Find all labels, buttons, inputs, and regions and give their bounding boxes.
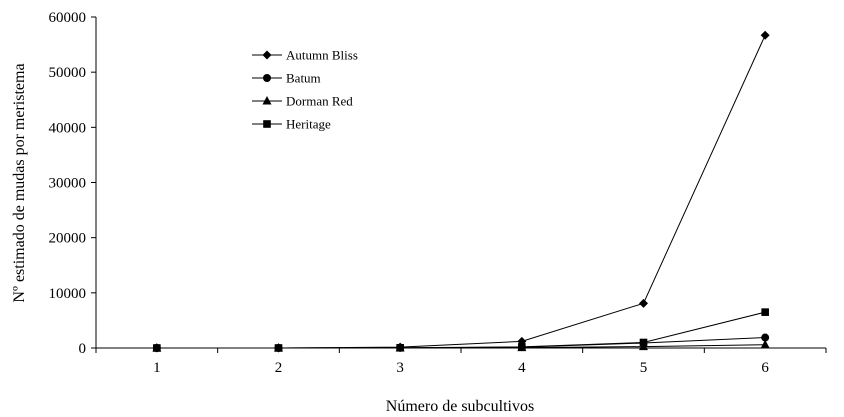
y-tick-label: 50000 xyxy=(49,65,87,81)
x-tick-label: 2 xyxy=(275,360,283,376)
y-tick-label: 10000 xyxy=(49,286,87,302)
y-tick-label: 0 xyxy=(79,341,87,357)
data-point-autumn-bliss xyxy=(760,30,770,40)
legend-item-heritage: Heritage xyxy=(252,117,331,132)
legend-label: Autumn Bliss xyxy=(286,48,358,63)
legend-label: Dorman Red xyxy=(286,94,353,109)
series-line-autumn-bliss xyxy=(156,34,766,349)
legend-item-autumn-bliss: Autumn Bliss xyxy=(252,48,358,63)
x-tick-label: 4 xyxy=(518,360,526,376)
y-tick-label: 40000 xyxy=(49,120,87,136)
x-axis-ticks: 1 2 3 4 5 6 xyxy=(95,348,827,376)
series-autumn-bliss xyxy=(152,30,770,353)
legend: Autumn Bliss Batum Dorman Red Heritage xyxy=(252,48,358,132)
data-point-batum xyxy=(761,333,770,342)
data-point-heritage xyxy=(274,344,283,352)
legend-marker-heritage xyxy=(263,120,271,128)
legend-item-dorman-red: Dorman Red xyxy=(252,94,353,109)
legend-marker-batum xyxy=(263,74,271,82)
data-point-autumn-bliss xyxy=(639,298,648,308)
x-axis-label: Número de subcultivos xyxy=(386,398,534,415)
series-line-heritage xyxy=(156,311,766,349)
x-tick-label: 1 xyxy=(153,360,161,376)
x-tick-label: 6 xyxy=(761,360,769,376)
legend-label: Heritage xyxy=(286,117,331,132)
y-tick-label: 60000 xyxy=(49,10,87,26)
data-point-heritage xyxy=(518,343,526,351)
plot-area xyxy=(95,17,826,349)
legend-label: Batum xyxy=(286,71,321,86)
series-layer xyxy=(152,30,770,353)
data-point-dorman-red xyxy=(760,339,770,349)
y-axis-label: Nº estimado de mudas por meristema xyxy=(11,63,28,302)
y-axis-ticks: 0 10000 20000 30000 40000 50000 60000 xyxy=(49,10,96,357)
data-point-heritage xyxy=(153,344,161,352)
data-point-heritage xyxy=(639,338,648,347)
legend-marker-dorman-red xyxy=(262,96,272,105)
data-point-heritage xyxy=(396,343,404,352)
series-heritage xyxy=(153,308,769,352)
data-point-heritage xyxy=(761,308,769,316)
legend-item-batum: Batum xyxy=(252,71,321,86)
y-tick-label: 20000 xyxy=(49,231,87,247)
x-tick-label: 5 xyxy=(640,360,648,376)
x-tick-label: 3 xyxy=(396,360,404,376)
legend-marker-autumn-bliss xyxy=(262,50,272,60)
y-tick-label: 30000 xyxy=(49,176,87,192)
